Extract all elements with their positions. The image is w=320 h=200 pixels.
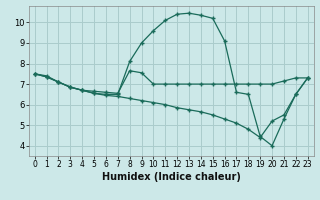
X-axis label: Humidex (Indice chaleur): Humidex (Indice chaleur) [102,172,241,182]
